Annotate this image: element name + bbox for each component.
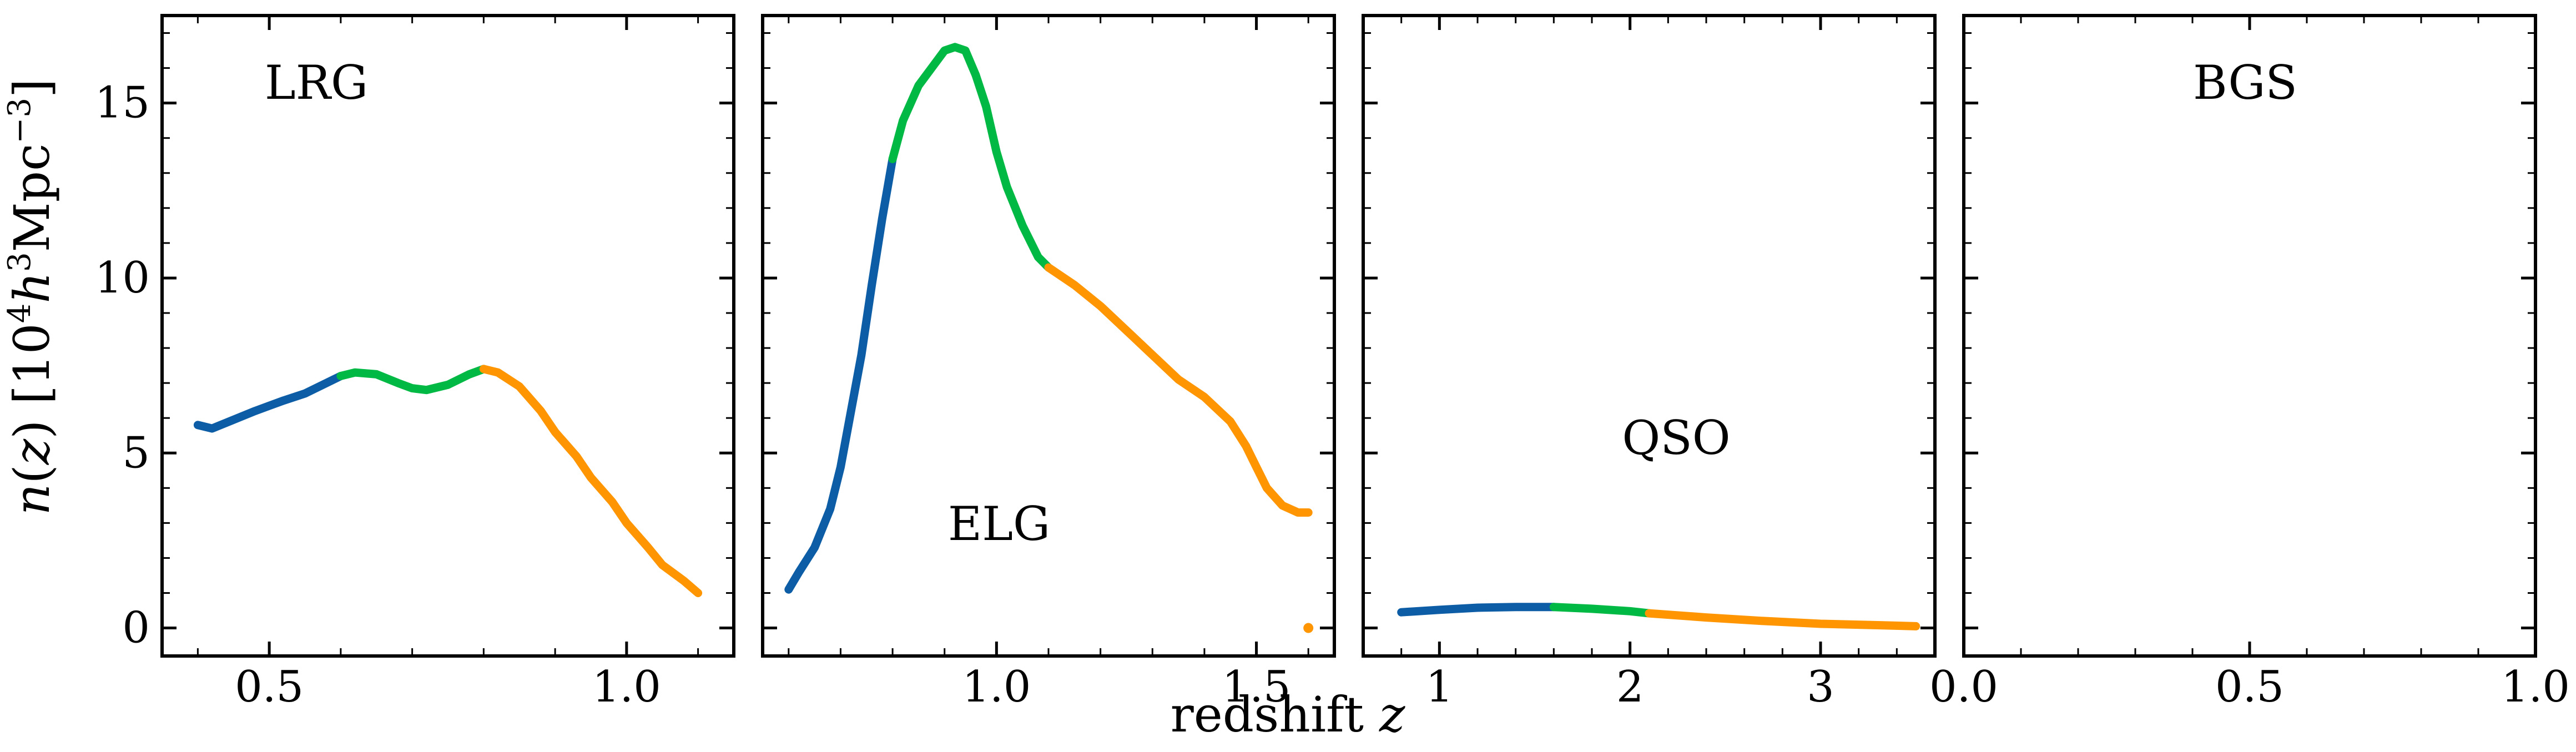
elg-series-line-1 xyxy=(888,43,1053,272)
panel-elg: 1.0 1.5 xyxy=(761,14,1336,712)
lrg-series-line-2 xyxy=(479,365,703,597)
elg-xtick-label: 1.0 xyxy=(962,662,1031,712)
ytick-label: 15 xyxy=(95,78,150,128)
x-axis-label: redshift z xyxy=(1171,686,1405,743)
ytick-label: 0 xyxy=(122,603,150,653)
qso-series-line-1 xyxy=(1549,603,1654,618)
lrg-series-line-0 xyxy=(193,372,345,433)
bgs-xtick-label: 0.0 xyxy=(1929,662,1998,712)
bgs-xtick-label: 1.0 xyxy=(2501,662,2570,712)
panel-bgs: 0.0 0.5 1.0 xyxy=(1929,14,2570,712)
qso-series-line-2 xyxy=(1645,609,1920,630)
panel-lrg: 0 5 10 15 0.5 1.0 xyxy=(95,14,735,712)
ytick-label: 10 xyxy=(95,253,150,303)
elg-xtick-label: 1.5 xyxy=(1222,662,1291,712)
lrg-series-line-1 xyxy=(336,365,488,395)
qso-axes-frame xyxy=(1362,14,1937,658)
elg-series-line-0 xyxy=(784,155,897,594)
qso-xtick-label: 3 xyxy=(1807,662,1834,712)
qso-xtick-label: 1 xyxy=(1426,662,1454,712)
elg-series-line-2 xyxy=(1044,263,1313,517)
bgs-axes-frame xyxy=(1962,14,2537,658)
lrg-xtick-label: 1.0 xyxy=(592,662,661,712)
panel-title-bgs: BGS xyxy=(2193,55,2297,110)
bgs-xtick-label: 0.5 xyxy=(2215,662,2284,712)
lrg-xtick-label: 0.5 xyxy=(235,662,304,712)
elg-axes-frame xyxy=(761,14,1336,658)
panel-title-elg: ELG xyxy=(948,497,1050,551)
elg-outlier-point-0 xyxy=(1303,623,1314,633)
panel-title-qso: QSO xyxy=(1622,411,1730,465)
qso-series-line-0 xyxy=(1397,603,1558,617)
panel-title-lrg: LRG xyxy=(265,55,368,110)
panel-qso: 1 2 3 xyxy=(1362,14,1937,712)
lrg-axes-frame xyxy=(160,14,735,658)
qso-xtick-label: 2 xyxy=(1616,662,1644,712)
plot-layer: 0 5 10 15 0.5 1.0 1.0 1.5 1 2 3 0.0 0.5 1.0 LRG ELG QSO B… xyxy=(95,14,2570,712)
ytick-label: 5 xyxy=(122,428,150,478)
y-axis-label: n(z) [104h3Mpc−3] xyxy=(2,79,61,516)
